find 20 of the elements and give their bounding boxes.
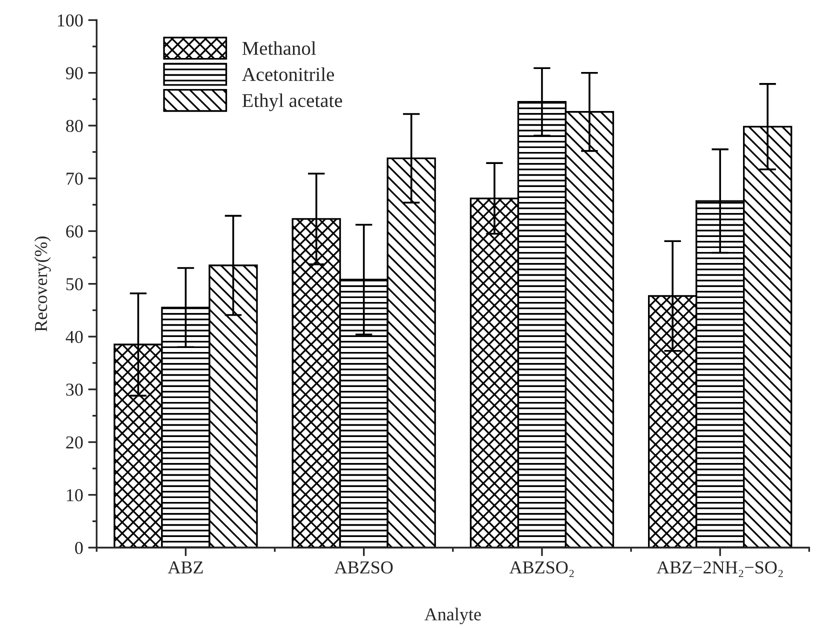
x-tick-label: ABZSO [334,561,393,574]
y-tick-label: 50 [66,278,83,290]
x-tick-label: ABZSO₂ [509,561,574,578]
y-tick-label: 60 [66,225,83,238]
y-tick-label: 70 [66,172,83,185]
y-tick-label: 30 [66,384,83,396]
y-tick-label: 0 [75,542,83,554]
legend-label: Methanol [242,41,316,55]
y-tick-label: 80 [66,120,83,132]
x-tick-label: ABZ [168,561,203,574]
y-tick-label: 100 [58,14,83,27]
y-axis-title: Recovery(%) [34,236,51,332]
x-tick-label: ABZ−2NH₂−SO₂ [656,561,783,578]
x-axis-title: Analyte [424,608,481,624]
y-tick-label: 90 [66,67,83,80]
y-tick-label: 10 [66,489,83,502]
legend-label: Ethyl acetate [242,93,342,112]
y-tick-label: 40 [66,330,83,344]
y-tick-label: 20 [66,436,83,449]
legend-label: Acetonitrile [242,67,334,82]
